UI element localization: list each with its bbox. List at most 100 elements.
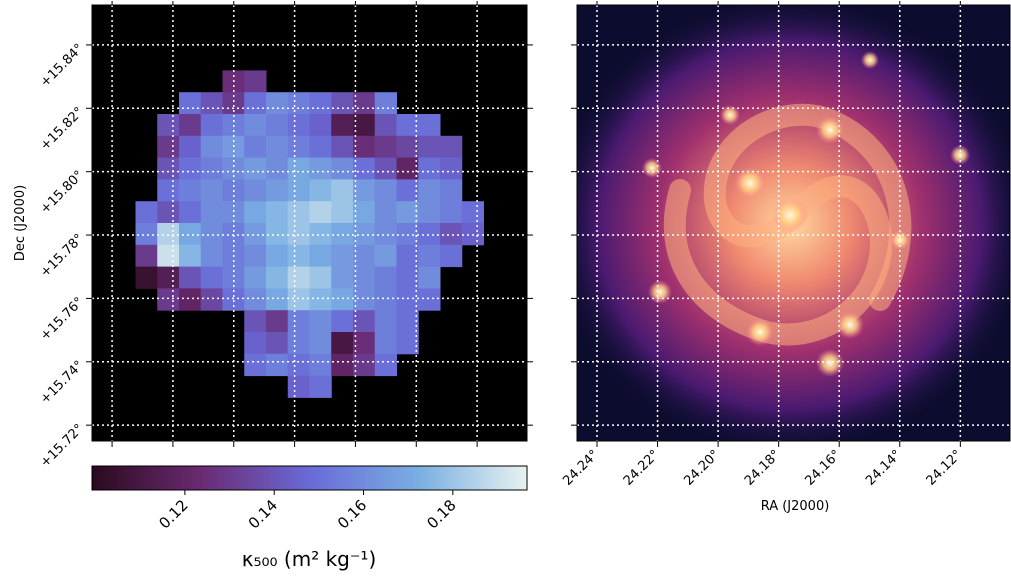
heatmap-cell [331, 353, 354, 377]
heatmap-cell [396, 332, 419, 355]
heatmap-cell [244, 310, 267, 333]
heatmap-cell [157, 179, 180, 202]
heatmap-cell [374, 310, 397, 333]
heatmap-cell [353, 353, 376, 377]
heatmap-cell [135, 223, 158, 246]
heatmap-cell [222, 288, 245, 311]
heatmap-cell [353, 332, 376, 355]
heatmap-cell [157, 244, 180, 268]
heatmap-cell [440, 179, 463, 202]
heatmap-cell [461, 201, 484, 224]
heatmap-cell [222, 266, 245, 289]
heatmap-cell [200, 179, 223, 202]
heatmap-cell [374, 114, 397, 137]
x-tick-label: 24.24° [560, 447, 602, 489]
heatmap-cell [418, 288, 441, 311]
heatmap-cell [135, 266, 158, 289]
x-tick-label: 24.22° [621, 447, 663, 489]
y-tick-label: +15.76° [38, 295, 87, 344]
heatmap-cell [353, 244, 376, 268]
heatmap-cell [461, 223, 484, 246]
colorbar-tick-label: 0.14 [245, 496, 281, 532]
heatmap-cell [309, 135, 332, 159]
heatmap-cell [222, 201, 245, 224]
heatmap-cell [200, 244, 223, 268]
heatmap-cell [287, 332, 310, 355]
y-tick-label: +15.84° [38, 41, 87, 90]
y-axis-label: Dec (J2000) [13, 185, 28, 261]
heatmap-cell [353, 135, 376, 159]
heatmap-cell [353, 114, 376, 137]
heatmap-cell [374, 332, 397, 355]
heatmap-cell [309, 353, 332, 377]
heatmap-cell [331, 92, 354, 115]
heatmap-cell [396, 244, 419, 268]
heatmap-cell [244, 70, 267, 93]
heatmap-cell [396, 179, 419, 202]
colorbar-tick-label: 0.12 [155, 496, 191, 532]
heatmap-cell [353, 310, 376, 333]
heatmap-cell [244, 288, 267, 311]
heatmap-cell [287, 179, 310, 202]
heatmap-cell [287, 114, 310, 137]
heatmap-cell [244, 353, 267, 377]
heatmap-cell [440, 201, 463, 224]
heatmap-cell [266, 201, 289, 224]
heatmap-cell [266, 332, 289, 355]
heatmap-cell [331, 223, 354, 246]
heatmap-cell [157, 288, 180, 311]
heatmap-cell [200, 157, 223, 180]
heatmap-cell [353, 201, 376, 224]
heatmap [135, 70, 484, 398]
heatmap-cell [309, 332, 332, 355]
heatmap-cell [353, 157, 376, 180]
heatmap-cell [396, 288, 419, 311]
heatmap-cell [287, 375, 310, 398]
heatmap-cell [440, 135, 463, 159]
heatmap-cell [374, 92, 397, 115]
heatmap-cell [309, 375, 332, 398]
heatmap-cell [374, 201, 397, 224]
heatmap-cell [266, 266, 289, 289]
heatmap-cell [179, 244, 202, 268]
heatmap-cell [157, 135, 180, 159]
colorbar-tick-label: 0.18 [423, 496, 459, 532]
heatmap-cell [396, 223, 419, 246]
heatmap-cell [309, 244, 332, 268]
heatmap-cell [374, 157, 397, 180]
x-tick-label: 24.16° [803, 447, 845, 489]
heatmap-cell [179, 114, 202, 137]
x-axis-label: RA (J2000) [761, 499, 830, 514]
heatmap-cell [200, 135, 223, 159]
heatmap-cell [418, 244, 441, 268]
heatmap-cell [244, 179, 267, 202]
heatmap-cell [331, 332, 354, 355]
heatmap-cell [418, 135, 441, 159]
heatmap-cell [266, 135, 289, 159]
heatmap-cell [418, 201, 441, 224]
heatmap-cell [331, 310, 354, 333]
heatmap-cell [266, 92, 289, 115]
heatmap-cell [179, 135, 202, 159]
heatmap-cell [396, 135, 419, 159]
heatmap-cell [135, 244, 158, 268]
heatmap-cell [266, 288, 289, 311]
heatmap-cell [157, 201, 180, 224]
heatmap-cell [309, 179, 332, 202]
heatmap-cell [244, 201, 267, 224]
right-frame [576, 4, 1011, 442]
heatmap-cell [418, 157, 441, 180]
y-tick-label: +15.78° [38, 231, 87, 280]
heatmap-cell [353, 179, 376, 202]
heatmap-cell [331, 244, 354, 268]
heatmap-cell [179, 92, 202, 115]
heatmap-cell [440, 244, 463, 268]
heatmap-cell [266, 223, 289, 246]
x-tick-label: 24.18° [742, 447, 784, 489]
heatmap-cell [200, 266, 223, 289]
heatmap-cell [222, 157, 245, 180]
heatmap-cell [266, 353, 289, 377]
heatmap-cell [440, 157, 463, 180]
heatmap-cell [309, 114, 332, 137]
